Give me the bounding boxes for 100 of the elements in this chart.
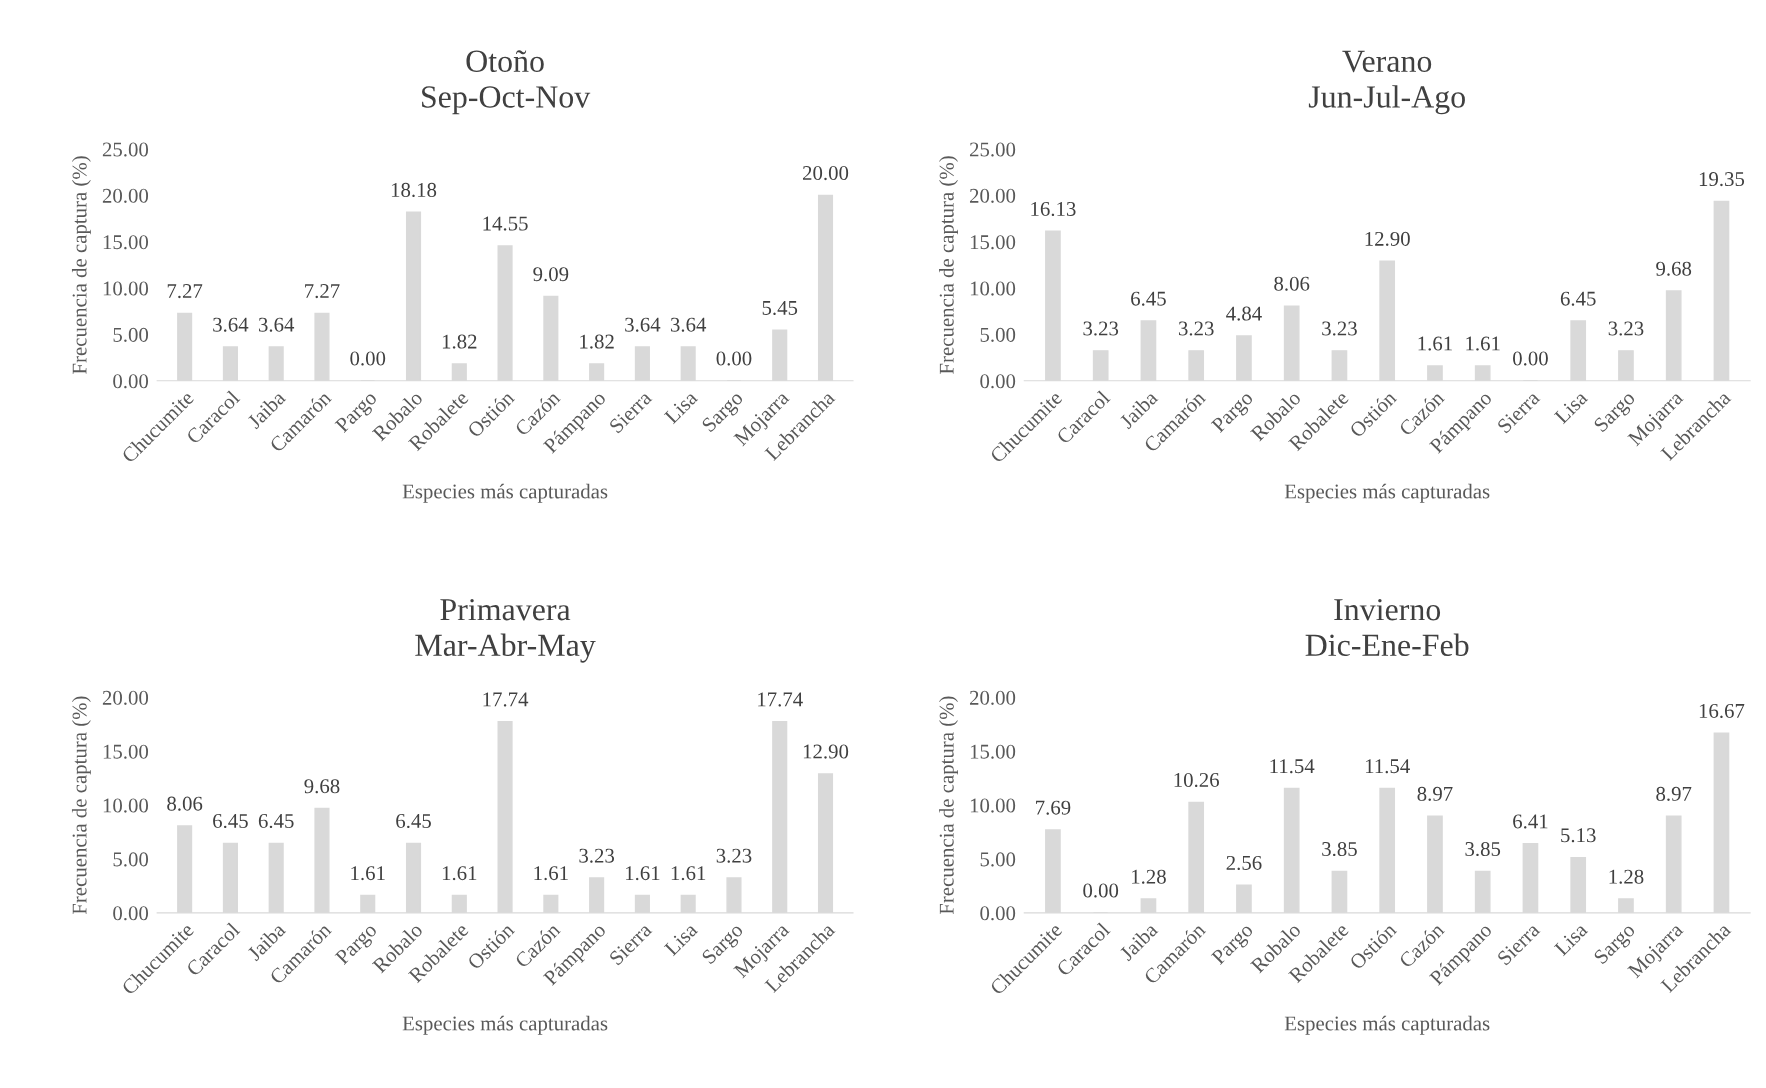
- y-tick-label: 15.00: [103, 235, 149, 250]
- data-label: 14.55: [483, 216, 528, 231]
- y-axis-title: Frecuencia de captura (%): [71, 696, 91, 915]
- data-label: 4.84: [1226, 306, 1262, 321]
- data-label: 3.23: [579, 848, 615, 863]
- y-tick-label: 0.00: [113, 374, 149, 389]
- data-label: 3.85: [1465, 841, 1501, 857]
- chart-title: Otoño: [466, 50, 544, 73]
- data-label: 8.97: [1656, 786, 1692, 801]
- y-tick-label: 20.00: [969, 188, 1016, 203]
- data-label: 1.82: [442, 334, 477, 349]
- data-label: 3.23: [716, 848, 752, 863]
- y-tick-label: 15.00: [970, 744, 1016, 759]
- y-tick-label: 25.00: [102, 142, 149, 157]
- y-tick-label: 20.00: [102, 188, 149, 203]
- data-label: 1.61: [351, 866, 385, 881]
- data-label: 6.45: [213, 814, 248, 829]
- data-label: 10.26: [1174, 772, 1219, 788]
- y-tick-label: 0.00: [980, 906, 1016, 921]
- data-label: 1.61: [671, 866, 706, 881]
- y-axis-title: Frecuencia de captura (%): [939, 696, 958, 915]
- data-label: 3.23: [1083, 321, 1119, 336]
- y-tick-label: 10.00: [970, 798, 1016, 813]
- x-axis-title: Especies más capturadas: [402, 1015, 608, 1035]
- data-label: 16.13: [1031, 201, 1076, 217]
- data-label: 18.18: [391, 182, 437, 198]
- data-label: 0.00: [350, 351, 386, 366]
- data-label: 0.00: [716, 351, 752, 366]
- data-label: 0.00: [1083, 883, 1119, 898]
- data-label: 6.41: [1513, 814, 1548, 829]
- data-label: 5.45: [762, 301, 798, 316]
- data-label: 3.64: [213, 317, 249, 332]
- data-label: 1.61: [442, 866, 477, 881]
- y-tick-label: 10.00: [103, 798, 149, 813]
- data-label: 1.61: [534, 866, 568, 881]
- data-label: 12.90: [1365, 231, 1410, 246]
- y-axis-title: Frecuencia de captura (%): [71, 156, 91, 374]
- data-label: 1.61: [626, 866, 660, 881]
- data-label: 3.64: [625, 317, 661, 332]
- data-label: 8.06: [1274, 276, 1310, 291]
- data-label: 9.68: [1656, 261, 1692, 276]
- data-label: 20.00: [802, 166, 849, 181]
- data-label: 3.64: [258, 317, 295, 332]
- x-axis-title: Especies más capturadas: [402, 483, 608, 503]
- x-axis-title: Especies más capturadas: [1284, 1015, 1490, 1035]
- data-label: 5.13: [1561, 828, 1596, 843]
- data-label: 6.45: [396, 814, 431, 829]
- data-label: 6.45: [1131, 291, 1166, 306]
- x-tick-label: Lisa: [1553, 389, 1589, 425]
- chart-subtitle: Jun-Jul-Ago: [1308, 85, 1465, 115]
- y-tick-label: 20.00: [969, 690, 1016, 705]
- y-tick-label: 15.00: [970, 235, 1016, 250]
- x-tick-label: Lisa: [1553, 921, 1589, 957]
- data-label: 12.90: [803, 744, 849, 759]
- y-tick-label: 10.00: [103, 281, 149, 296]
- data-label: 3.85: [1322, 841, 1357, 857]
- y-tick-label: 5.00: [980, 327, 1016, 342]
- data-label: 7.27: [167, 284, 203, 299]
- data-label: 1.28: [1132, 869, 1166, 884]
- data-label: 8.97: [1417, 786, 1453, 801]
- x-axis-title: Especies más capturadas: [1284, 483, 1490, 503]
- data-label: 9.09: [533, 267, 569, 282]
- x-tick-label: Lisa: [663, 389, 699, 425]
- data-label: 3.23: [1322, 321, 1357, 336]
- data-label: 2.56: [1226, 855, 1262, 871]
- data-label: 17.74: [483, 692, 529, 707]
- data-label: 1.28: [1609, 869, 1644, 884]
- y-axis-title: Frecuencia de captura (%): [939, 156, 958, 374]
- data-label: 1.61: [1418, 336, 1452, 351]
- data-label: 17.74: [758, 692, 803, 707]
- y-tick-label: 5.00: [113, 852, 149, 867]
- data-label: 11.54: [1270, 759, 1315, 774]
- y-tick-label: 0.00: [980, 374, 1016, 389]
- data-label: 8.06: [167, 796, 203, 811]
- data-label: 3.64: [670, 317, 707, 332]
- data-label: 6.45: [1560, 291, 1596, 306]
- y-tick-label: 5.00: [980, 852, 1016, 867]
- data-label: 9.68: [304, 779, 340, 794]
- data-label: 1.82: [580, 334, 614, 349]
- data-label: 16.67: [1699, 703, 1745, 719]
- data-label: 19.35: [1699, 172, 1745, 187]
- y-tick-label: 0.00: [113, 906, 149, 921]
- chart-title: Primavera: [440, 598, 571, 621]
- y-tick-label: 5.00: [113, 327, 149, 342]
- y-tick-label: 25.00: [969, 142, 1016, 157]
- data-label: 7.69: [1036, 800, 1071, 815]
- chart-title: Invierno: [1334, 598, 1441, 621]
- data-label: 0.00: [1513, 351, 1548, 366]
- y-tick-label: 20.00: [102, 690, 149, 705]
- data-label: 3.23: [1178, 321, 1214, 336]
- data-label: 11.54: [1365, 759, 1410, 774]
- y-tick-label: 15.00: [103, 744, 149, 759]
- chart-title: Verano: [1342, 50, 1432, 73]
- data-label: 7.27: [305, 284, 340, 299]
- y-tick-label: 10.00: [970, 281, 1016, 296]
- chart-subtitle: Dic-Ene-Feb: [1305, 633, 1469, 657]
- chart-subtitle: Mar-Abr-May: [415, 633, 596, 663]
- data-label: 1.61: [1466, 336, 1500, 351]
- x-tick-label: Lisa: [663, 921, 699, 957]
- data-label: 6.45: [258, 814, 294, 829]
